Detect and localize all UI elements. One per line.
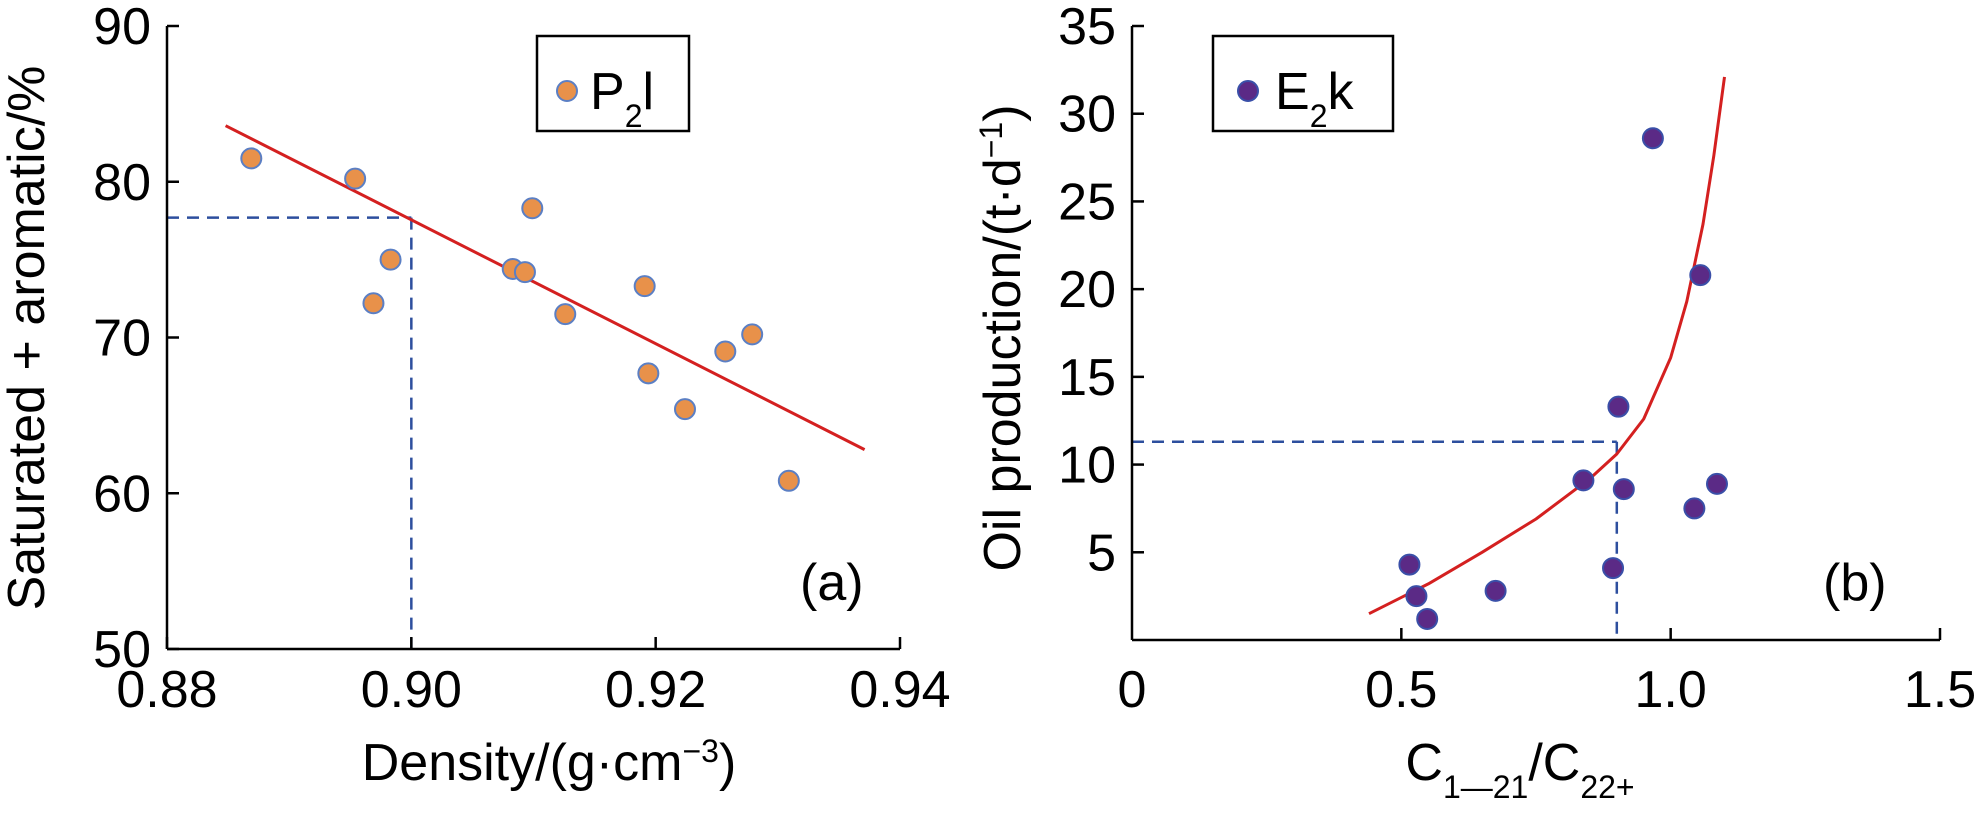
chart-a-xtick-label: 0.90 [361, 661, 462, 719]
chart-b-axes [1130, 26, 1940, 642]
chart-a-points [240, 147, 800, 492]
chart-b-trend-line [1368, 76, 1726, 616]
chart-b-xtick-label: 0.5 [1365, 661, 1437, 719]
chart-a-ytick-label: 60 [93, 465, 151, 523]
chart-a-xtick-label: 0.92 [605, 661, 706, 719]
chart-b-point [1689, 264, 1712, 287]
chart-b-legend-label: E2k [1275, 63, 1354, 134]
chart-b-point [1641, 127, 1664, 150]
chart-a-ytick-label: 90 [93, 0, 151, 56]
chart-a-panel-label: (a) [800, 554, 864, 612]
chart-a: 0.88 0.90 0.92 0.94 50 60 70 80 90 Saturated + … [0, 0, 951, 792]
chart-b-point [1612, 478, 1635, 501]
chart-b-point [1705, 472, 1728, 495]
chart-a-ytick-label: 70 [93, 310, 151, 368]
chart-b-guide-lines [1132, 440, 1619, 640]
chart-b: 0 0.5 1.0 1.5 5 10 15 20 25 30 35 Oil production/… [973, 0, 1976, 805]
chart-a-point [637, 362, 660, 385]
chart-a-legend: P2l [535, 34, 691, 134]
chart-a-xtick-label: 0.88 [116, 661, 217, 719]
chart-a-xlabel: Density/(g·cm−3) [362, 733, 737, 792]
chart-b-point [1602, 557, 1625, 580]
chart-b-ytick-label: 35 [1058, 0, 1116, 56]
chart-a-ytick-label: 80 [93, 154, 151, 212]
chart-b-xtick-label: 0 [1118, 661, 1147, 719]
chart-b-point [1607, 395, 1630, 418]
chart-a-trendline [224, 124, 866, 451]
chart-b-legend-marker [1237, 80, 1259, 102]
chart-b-panel-label: (b) [1823, 554, 1887, 612]
chart-b-point [1405, 585, 1428, 608]
chart-a-trend-line [224, 124, 866, 451]
chart-a-x-ticks: 0.88 0.90 0.92 0.94 [116, 637, 951, 719]
chart-b-y-ticks: 5 10 15 20 25 30 35 [1058, 0, 1144, 582]
chart-a-point [633, 275, 656, 298]
chart-b-ytick-label: 25 [1058, 173, 1116, 231]
chart-a-axes [165, 26, 900, 651]
chart-a-point [379, 248, 402, 271]
chart-b-xtick-label: 1.5 [1904, 661, 1976, 719]
chart-a-point [554, 303, 577, 326]
chart-a-point [362, 292, 385, 315]
chart-a-point [777, 469, 800, 492]
chart-a-legend-marker [556, 80, 578, 102]
chart-b-xlabel: C1—21/C22+ [1405, 734, 1634, 805]
chart-b-ytick-label: 15 [1058, 349, 1116, 407]
chart-a-point [714, 340, 737, 363]
chart-a-point [521, 197, 544, 220]
chart-b-trendline [1368, 76, 1726, 616]
chart-a-point [344, 167, 367, 190]
chart-a-guide-lines [167, 216, 413, 649]
chart-b-point [1683, 497, 1706, 520]
chart-a-ytick-label: 50 [93, 621, 151, 679]
chart-a-legend-label: P2l [590, 63, 654, 134]
chart-b-legend: E2k [1211, 34, 1395, 134]
chart-b-points [1398, 127, 1728, 630]
chart-b-ytick-label: 10 [1058, 437, 1116, 495]
chart-a-xtick-label: 0.94 [849, 661, 950, 719]
chart-a-y-ticks: 50 60 70 80 90 [93, 0, 179, 679]
chart-b-x-ticks: 0 0.5 1.0 1.5 [1118, 628, 1976, 719]
chart-a-point [240, 147, 263, 170]
chart-b-ytick-label: 20 [1058, 261, 1116, 319]
chart-a-point [741, 323, 764, 346]
chart-b-ytick-label: 5 [1087, 524, 1116, 582]
chart-b-ytick-label: 30 [1058, 86, 1116, 144]
chart-a-ylabel: Saturated + aromatic/% [0, 66, 56, 611]
chart-b-point [1484, 579, 1507, 602]
chart-b-ylabel: Oil production/(t·d−1) [973, 104, 1032, 571]
chart-b-point [1416, 607, 1439, 630]
chart-b-point [1398, 553, 1421, 576]
chart-b-xtick-label: 1.0 [1635, 661, 1707, 719]
chart-a-point [673, 398, 696, 421]
chart-a-point [513, 261, 536, 284]
chart-b-point [1572, 469, 1595, 492]
